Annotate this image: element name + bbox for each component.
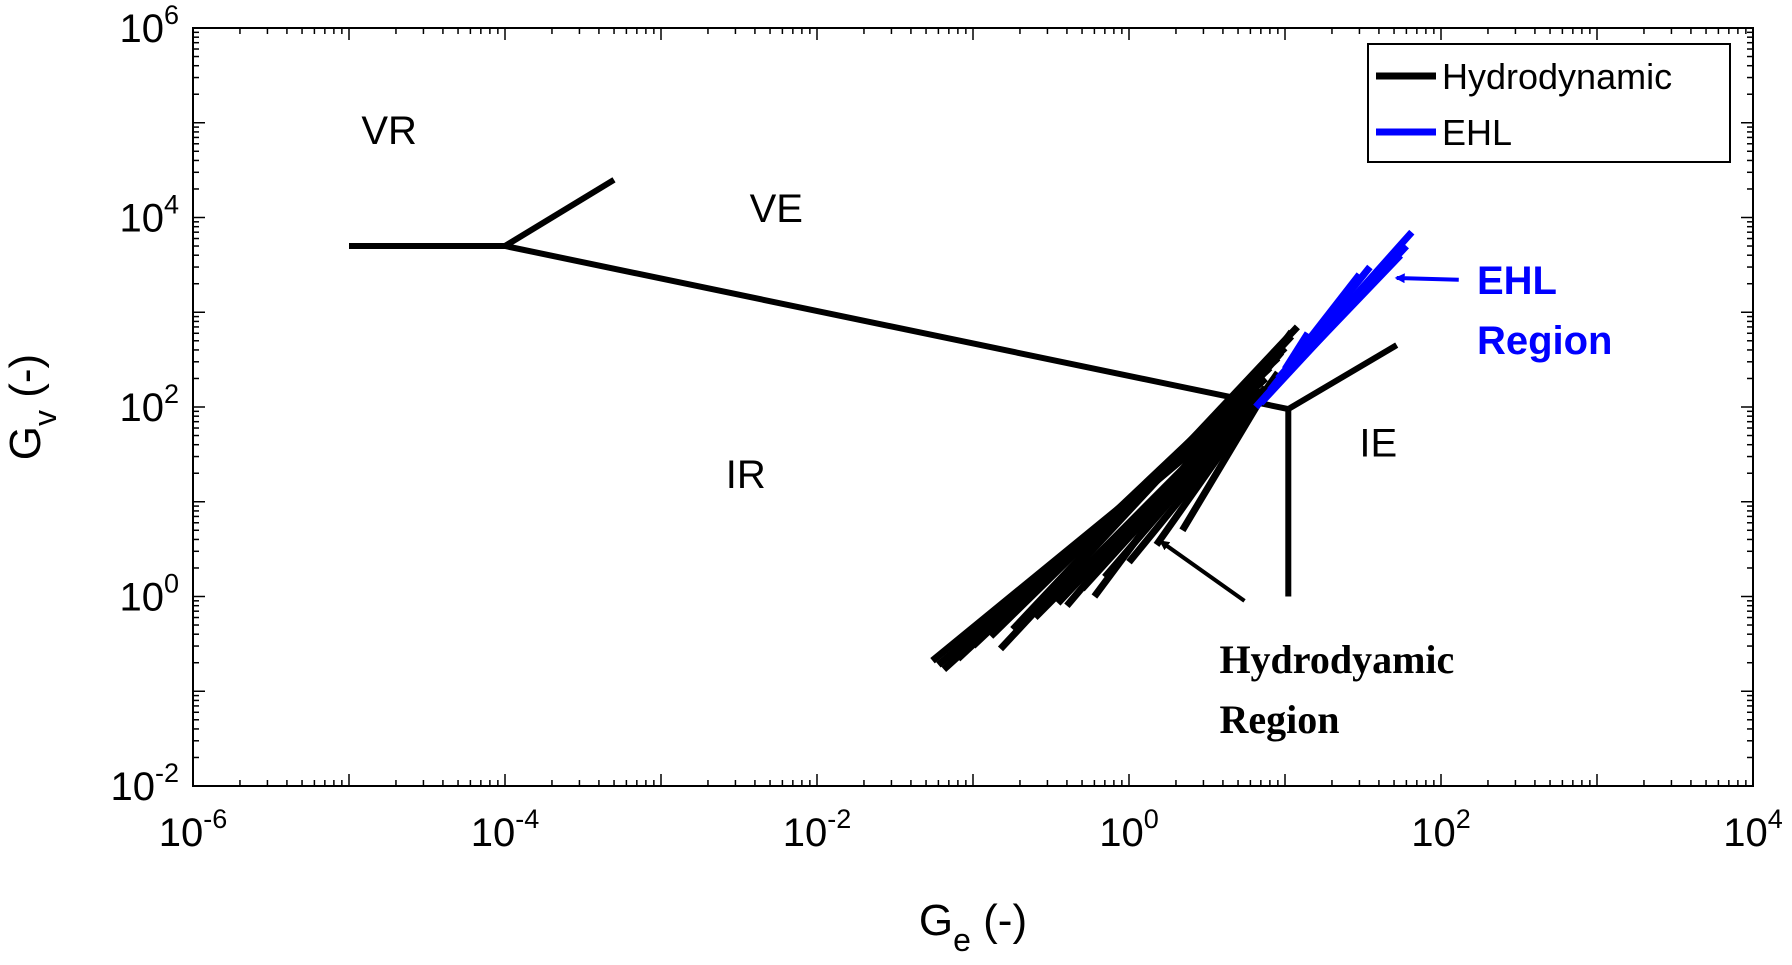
x-tick-label: 10-2 <box>783 804 852 855</box>
x-tick-label: 104 <box>1723 804 1783 855</box>
region-label-vr: VR <box>361 109 417 153</box>
x-tick-label: 102 <box>1411 804 1471 855</box>
y-axis-title: Gv (-) <box>1 354 63 460</box>
region-label-ie: IE <box>1359 422 1397 466</box>
region-label-ir: IR <box>726 453 766 497</box>
x-axis-title: Ge (-) <box>919 896 1027 958</box>
x-tick-label: 100 <box>1099 804 1159 855</box>
y-tick-label: 104 <box>119 190 179 241</box>
annotation-text: Region <box>1477 319 1613 363</box>
hydrodynamic-series-line <box>1064 349 1285 608</box>
legend-box <box>1367 43 1731 163</box>
regime-boundary-line <box>1286 342 1399 412</box>
x-tick-label: 10-4 <box>471 804 540 855</box>
regime-boundary-line <box>504 243 1289 413</box>
regime-boundary-line <box>503 177 616 249</box>
annotation-text: Region <box>1219 697 1339 742</box>
ehl-series-line <box>1288 272 1363 364</box>
x-tick-label: 10-6 <box>159 804 228 855</box>
plot-frame <box>192 27 1754 787</box>
legend-entry-label: EHL <box>1442 112 1512 153</box>
hydrodynamic-series-line <box>1179 394 1266 533</box>
annotation-arrow <box>1159 539 1246 603</box>
y-tick-label: 102 <box>119 379 179 430</box>
legend-entry-label: Hydrodynamic <box>1442 56 1672 97</box>
annotation-text: EHL <box>1477 259 1557 303</box>
annotation-text: Hydrodyamic <box>1219 637 1454 682</box>
hydrodynamic-series-line <box>1010 324 1300 632</box>
annotation-arrow <box>1394 273 1459 284</box>
region-label-ve: VE <box>750 187 803 231</box>
y-tick-label: 106 <box>119 0 179 51</box>
y-tick-label: 10-2 <box>110 758 179 809</box>
y-tick-label: 100 <box>119 569 179 620</box>
